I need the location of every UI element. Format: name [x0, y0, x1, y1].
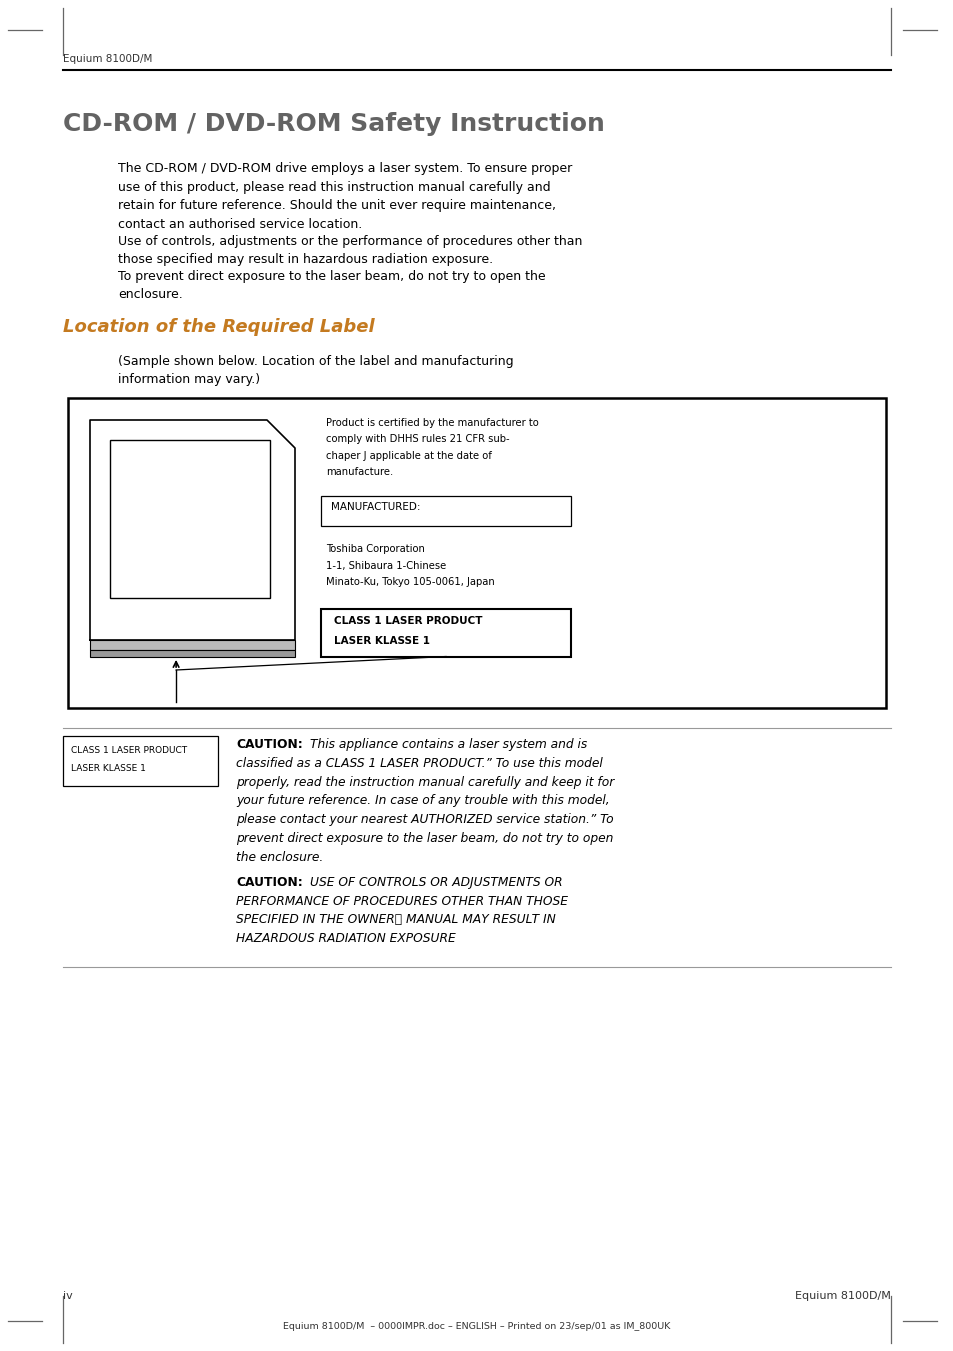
- Text: The CD-ROM / DVD-ROM drive employs a laser system. To ensure proper: The CD-ROM / DVD-ROM drive employs a las…: [118, 162, 572, 176]
- Text: CLASS 1 LASER PRODUCT: CLASS 1 LASER PRODUCT: [71, 746, 187, 755]
- Text: CD-ROM / DVD-ROM Safety Instruction: CD-ROM / DVD-ROM Safety Instruction: [63, 112, 604, 136]
- Text: contact an authorised service location.: contact an authorised service location.: [118, 218, 362, 231]
- Bar: [90, 640, 294, 650]
- Text: comply with DHHS rules 21 CFR sub-: comply with DHHS rules 21 CFR sub-: [326, 435, 509, 444]
- Text: retain for future reference. Should the unit ever require maintenance,: retain for future reference. Should the …: [118, 199, 556, 212]
- Text: classified as a CLASS 1 LASER PRODUCT.” To use this model: classified as a CLASS 1 LASER PRODUCT.” …: [235, 757, 602, 770]
- Bar: [68, 399, 885, 708]
- Text: (Sample shown below. Location of the label and manufacturing: (Sample shown below. Location of the lab…: [118, 354, 513, 367]
- Text: LASER KLASSE 1: LASER KLASSE 1: [71, 765, 146, 773]
- Text: MANUFACTURED:: MANUFACTURED:: [331, 503, 420, 512]
- Text: the enclosure.: the enclosure.: [235, 851, 323, 863]
- Text: To prevent direct exposure to the laser beam, do not try to open the: To prevent direct exposure to the laser …: [118, 270, 545, 282]
- Text: please contact your nearest AUTHORIZED service station.” To: please contact your nearest AUTHORIZED s…: [235, 813, 613, 827]
- Text: CAUTION:: CAUTION:: [235, 738, 302, 751]
- Text: use of this product, please read this instruction manual carefully and: use of this product, please read this in…: [118, 181, 550, 193]
- Text: prevent direct exposure to the laser beam, do not try to open: prevent direct exposure to the laser bea…: [235, 832, 613, 844]
- Text: iv: iv: [63, 1292, 72, 1301]
- Text: those specified may result in hazardous radiation exposure.: those specified may result in hazardous …: [118, 253, 493, 266]
- Text: CAUTION:: CAUTION:: [235, 875, 302, 889]
- Text: information may vary.): information may vary.): [118, 373, 260, 386]
- Text: properly, read the instruction manual carefully and keep it for: properly, read the instruction manual ca…: [235, 775, 614, 789]
- Text: Location of the Required Label: Location of the Required Label: [63, 319, 375, 336]
- Text: HAZARDOUS RADIATION EXPOSURE: HAZARDOUS RADIATION EXPOSURE: [235, 932, 456, 946]
- Text: Equium 8100D/M  – 0000IMPR.doc – ENGLISH – Printed on 23/sep/01 as IM_800UK: Equium 8100D/M – 0000IMPR.doc – ENGLISH …: [283, 1323, 670, 1331]
- Bar: [320, 608, 571, 657]
- Text: manufacture.: manufacture.: [326, 467, 393, 477]
- Bar: [63, 736, 218, 786]
- Text: Minato-Ku, Tokyo 105-0061, Japan: Minato-Ku, Tokyo 105-0061, Japan: [326, 577, 495, 586]
- Text: LASER KLASSE 1: LASER KLASSE 1: [334, 635, 430, 646]
- Text: Use of controls, adjustments or the performance of procedures other than: Use of controls, adjustments or the perf…: [118, 235, 581, 247]
- Text: Toshiba Corporation: Toshiba Corporation: [326, 544, 424, 554]
- Bar: [110, 440, 270, 598]
- Text: enclosure.: enclosure.: [118, 289, 183, 301]
- Text: SPECIFIED IN THE OWNER筎 MANUAL MAY RESULT IN: SPECIFIED IN THE OWNER筎 MANUAL MAY RESUL…: [235, 913, 556, 927]
- Text: your future reference. In case of any trouble with this model,: your future reference. In case of any tr…: [235, 794, 609, 808]
- Text: Equium 8100D/M: Equium 8100D/M: [794, 1292, 890, 1301]
- Text: PERFORMANCE OF PROCEDURES OTHER THAN THOSE: PERFORMANCE OF PROCEDURES OTHER THAN THO…: [235, 894, 567, 908]
- Text: Product is certified by the manufacturer to: Product is certified by the manufacturer…: [326, 417, 538, 428]
- Text: CLASS 1 LASER PRODUCT: CLASS 1 LASER PRODUCT: [334, 616, 482, 627]
- Bar: [90, 650, 294, 657]
- Text: 1-1, Shibaura 1-Chinese: 1-1, Shibaura 1-Chinese: [326, 561, 446, 570]
- Bar: [320, 496, 571, 526]
- Text: This appliance contains a laser system and is: This appliance contains a laser system a…: [310, 738, 587, 751]
- Text: Equium 8100D/M: Equium 8100D/M: [63, 54, 152, 63]
- Text: USE OF CONTROLS OR ADJUSTMENTS OR: USE OF CONTROLS OR ADJUSTMENTS OR: [310, 875, 562, 889]
- Text: chaper J applicable at the date of: chaper J applicable at the date of: [326, 451, 492, 461]
